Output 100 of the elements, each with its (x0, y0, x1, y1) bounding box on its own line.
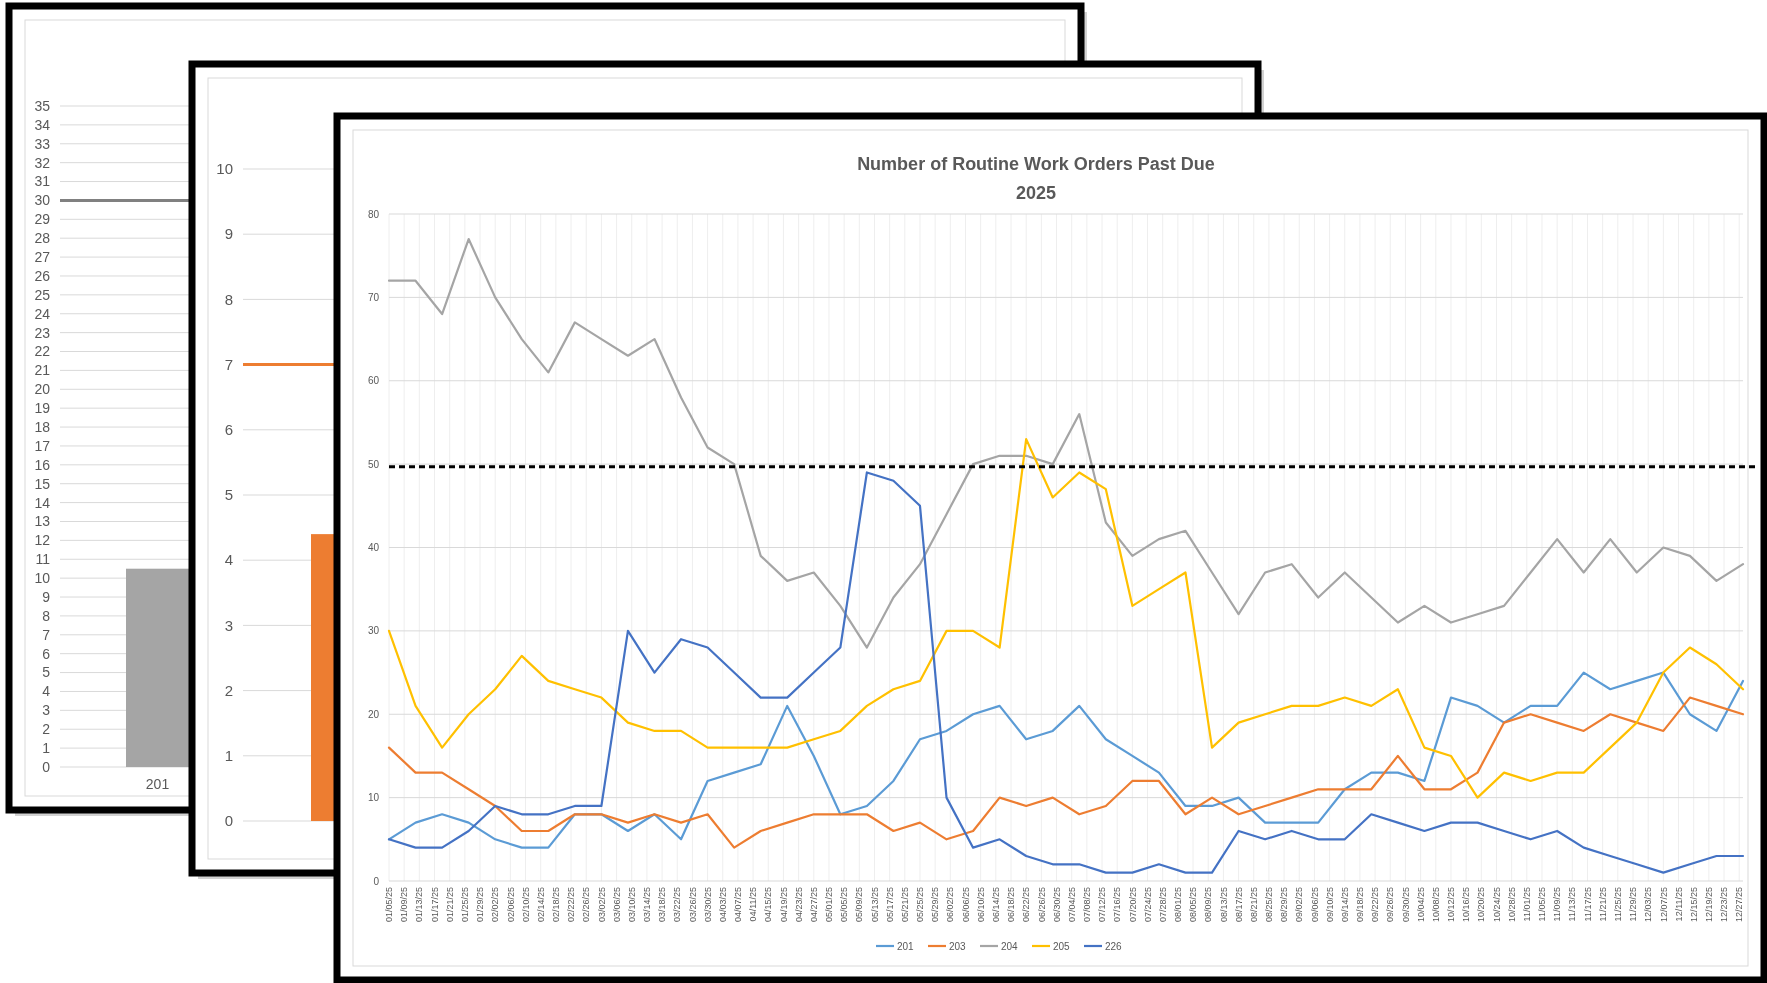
x-tick-label: 05/01/25 (824, 887, 835, 923)
x-tick-label: 11/13/25 (1567, 887, 1578, 922)
y-tick-label: 3 (224, 616, 233, 634)
x-tick-label: 11/01/25 (1521, 887, 1532, 922)
x-tick-label: 12/07/25 (1658, 887, 1669, 923)
x-tick-label: 09/30/25 (1400, 887, 1411, 923)
x-tick-label: 06/02/25 (945, 887, 956, 923)
x-tick-label: 06/14/25 (990, 887, 1001, 923)
x-tick-label: 10/12/25 (1446, 887, 1457, 923)
x-tick-label: 08/25/25 (1264, 887, 1275, 923)
x-tick-label: 02/10/25 (520, 887, 531, 923)
y-tick-label: 50 (367, 458, 380, 470)
x-tick-label: 01/05/25 (384, 887, 395, 923)
y-tick-label: 24 (34, 305, 51, 322)
x-tick-label: 09/06/25 (1309, 887, 1320, 923)
x-tick-label: 09/10/25 (1324, 887, 1335, 923)
x-tick-label: 05/29/25 (930, 887, 941, 923)
line-series (387, 471, 1745, 874)
x-tick-label: 05/09/25 (854, 887, 865, 923)
x-tick-label: 07/16/25 (1112, 887, 1123, 923)
x-tick-label: 04/03/25 (717, 887, 728, 923)
x-tick-label: 05/17/25 (884, 887, 895, 923)
x-tick-label: 09/14/25 (1339, 887, 1350, 923)
x-tick-label: 03/22/25 (672, 887, 683, 923)
y-tick-label: 27 (34, 248, 51, 265)
y-tick-label: 29 (34, 211, 51, 228)
legend-label: 204 (1001, 940, 1019, 952)
x-tick-label: 10/04/25 (1415, 887, 1426, 923)
y-tick-label: 20 (367, 708, 380, 720)
x-tick-label: 04/07/25 (733, 887, 744, 923)
y-tick-label: 14 (34, 494, 51, 511)
y-tick-label: 15 (34, 475, 51, 492)
x-tick-label: 06/18/25 (1006, 887, 1017, 923)
legend-label: 205 (1053, 940, 1071, 952)
x-tick-label: 01/21/25 (444, 887, 455, 923)
y-tick-label: 0 (224, 812, 233, 830)
x-tick-label: 06/06/25 (960, 887, 971, 923)
y-tick-label: 17 (34, 437, 51, 454)
x-tick-label: 01/17/25 (429, 887, 440, 923)
y-tick-label: 2 (224, 681, 233, 699)
x-tick-label: 06/22/25 (1021, 887, 1032, 923)
x-tick-label: 04/19/25 (778, 887, 789, 923)
x-tick-label: 07/20/25 (1127, 887, 1138, 923)
y-tick-label: 5 (224, 486, 233, 504)
x-tick-label: 01/09/25 (399, 887, 410, 923)
x-tick-label: 03/02/25 (596, 887, 607, 923)
y-tick-label: 8 (224, 290, 233, 308)
y-tick-label: 10 (34, 570, 51, 587)
x-tick-label: 11/29/25 (1628, 887, 1639, 922)
x-tick-label: 02/02/25 (490, 887, 501, 923)
x-tick-label: 01/13/25 (414, 887, 425, 923)
y-tick-label: 28 (34, 230, 51, 247)
y-tick-label: 23 (34, 324, 51, 341)
y-tick-label: 32 (34, 154, 51, 171)
x-tick-label: 06/26/25 (1036, 887, 1047, 923)
x-tick-label: 05/25/25 (915, 887, 926, 923)
x-tick-label: 05/21/25 (899, 887, 910, 923)
x-tick-label: 07/04/25 (1066, 887, 1077, 923)
x-tick-label: 11/05/25 (1537, 887, 1548, 922)
x-tick-label: 02/18/25 (551, 887, 562, 923)
x-tick-label: 05/13/25 (869, 887, 880, 923)
y-tick-label: 16 (34, 456, 51, 473)
y-tick-label: 7 (42, 626, 51, 643)
y-tick-label: 40 (367, 542, 380, 553)
x-tick-label: 10/20/25 (1476, 887, 1487, 923)
y-tick-label: 22 (34, 343, 51, 360)
y-tick-label: 0 (42, 758, 51, 775)
x-tick-label: 01/29/25 (475, 887, 486, 923)
x-tick-label: 12/27/25 (1734, 887, 1745, 923)
x-tick-label: 09/26/25 (1385, 887, 1396, 923)
x-tick-label: 09/02/25 (1294, 887, 1305, 923)
x-tick-label: 12/15/25 (1688, 887, 1699, 923)
y-tick-label: 5 (42, 664, 51, 681)
y-tick-label: 9 (224, 225, 233, 243)
x-tick-label: 11/25/25 (1612, 887, 1623, 922)
x-tick-label: 06/30/25 (1051, 887, 1062, 923)
x-tick-label: 10/24/25 (1491, 887, 1502, 923)
x-tick-label: 05/05/25 (839, 887, 850, 923)
x-tick-label: 08/17/25 (1233, 887, 1244, 923)
x-tick-label: 11/17/25 (1582, 887, 1593, 922)
x-tick-label: 03/18/25 (657, 887, 668, 923)
x-tick-label: 09/18/25 (1355, 887, 1366, 923)
x-tick-label: 11/21/25 (1597, 887, 1608, 922)
x-tick-label: 08/13/25 (1218, 887, 1229, 923)
x-tick-label: 06/10/25 (975, 887, 986, 923)
x-tick-label: 11/09/25 (1552, 887, 1563, 922)
x-tick-label: 04/15/25 (763, 887, 774, 923)
y-tick-label: 10 (367, 792, 380, 804)
y-tick-label: 25 (34, 286, 51, 303)
x-tick-label: 03/26/25 (687, 887, 698, 923)
y-tick-label: 30 (367, 625, 380, 637)
x-tick-label: 03/14/25 (642, 887, 653, 923)
y-tick-label: 33 (34, 135, 51, 152)
x-tick-label: 08/29/25 (1279, 887, 1290, 923)
x-tick-label: 10/28/25 (1506, 887, 1517, 923)
y-tick-label: 18 (34, 418, 51, 435)
y-tick-label: 26 (34, 267, 51, 284)
x-tick-label: 01/25/25 (460, 887, 470, 923)
legend-label: 201 (897, 940, 915, 952)
legend-label: 203 (949, 940, 967, 952)
